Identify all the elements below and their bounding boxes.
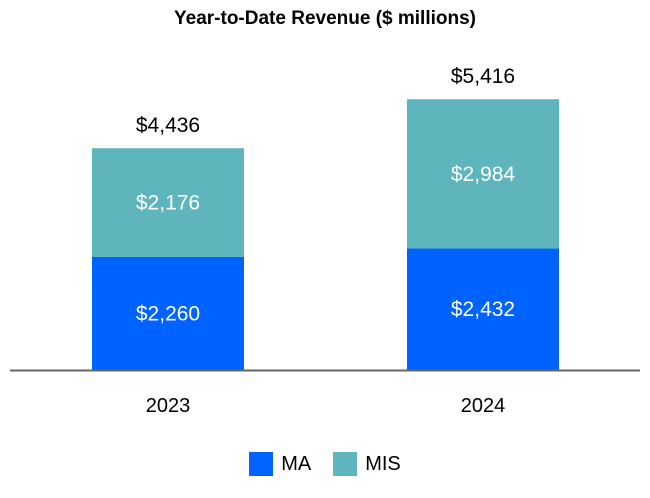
bar-mis-2024 [407, 99, 559, 249]
total-label-2023: $4,436 [136, 114, 200, 137]
legend-label-ma: MA [281, 452, 312, 475]
x-tick-label-2023: 2023 [146, 395, 191, 417]
legend-swatch-mis [333, 452, 358, 476]
x-tick-label-2024: 2024 [461, 395, 506, 417]
legend: MA MIS [0, 452, 650, 476]
data-label-mis-2024: $2,984 [451, 163, 516, 186]
legend-item-ma: MA [249, 452, 311, 476]
data-label-ma-2024: $2,432 [451, 298, 515, 321]
total-label-2024: $5,416 [451, 65, 515, 88]
legend-label-mis: MIS [365, 452, 401, 475]
chart-title: Year-to-Date Revenue ($ millions) [174, 8, 476, 29]
bar-mis-2023 [92, 148, 244, 257]
legend-item-mis: MIS [333, 452, 401, 476]
legend-swatch-ma [249, 452, 274, 476]
bar-ma-2023 [92, 257, 244, 370]
bar-ma-2024 [407, 248, 559, 370]
data-label-mis-2023: $2,176 [136, 192, 200, 215]
data-label-ma-2023: $2,260 [136, 303, 200, 326]
